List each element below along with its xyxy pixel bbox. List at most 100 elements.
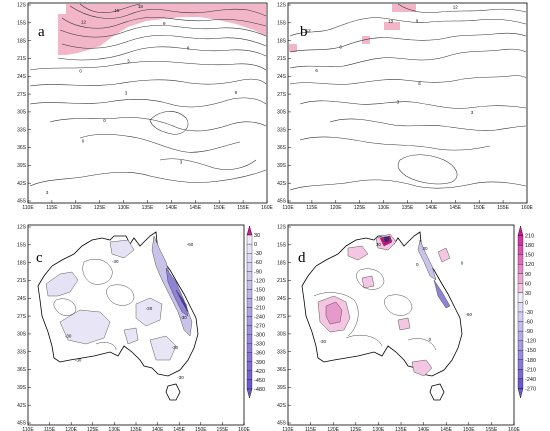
panel-a-xtick-label: 150E <box>213 205 225 211</box>
panel-c-ytick-label: 42S <box>17 403 27 409</box>
panel-a-xtick-label: 120E <box>70 205 82 211</box>
panel-c-colorbar-label: -30 <box>254 251 262 257</box>
panel-c-colorbar-swatch <box>246 352 253 362</box>
panel-c-xtick-label: 115E <box>44 427 56 431</box>
panel-c-contour-label: -30 <box>180 315 187 320</box>
panel-a-xtick-label: 145E <box>189 205 201 211</box>
panel-b-contour-label: 9 <box>416 18 419 23</box>
panel-a-contour-label: 3 <box>180 160 183 165</box>
panel-c-colorbar-cap <box>246 388 253 399</box>
panel-a-contour-label: 3 <box>127 58 130 63</box>
panel-a-contour-label: 15 <box>114 8 120 13</box>
panel-a-contour-label: 3 <box>46 190 49 195</box>
panel-c-colorbar-swatch <box>246 271 253 281</box>
panel-c-colorbar-swatch <box>246 379 253 390</box>
panel-c-ytick-label: 36S <box>17 367 27 373</box>
panel-c-colorbar-label: -270 <box>254 324 265 330</box>
panel-d-ytick-label: 24S <box>277 296 287 302</box>
panel-d-colorbar-swatch <box>517 350 524 360</box>
panel-b-ytick-label: 18S <box>277 38 287 44</box>
panel-d-label: d <box>298 250 306 266</box>
panel-a-contour-label: 12 <box>81 20 87 25</box>
panel-c-colorbar-swatch <box>246 325 253 335</box>
panel-d: 30 0 -30 0 -60 30 0 110E 115E 120E 125E 130E 135E 14… <box>277 224 536 431</box>
panel-d-colorbar-label: -270 <box>525 386 536 392</box>
panel-b-ticks: 110E 115E 120E 125E 130E 135E 140E 145E 150E 155E… <box>277 3 533 211</box>
panel-d-xtick-label: 130E <box>373 427 385 431</box>
panel-b-xtick-label: 125E <box>354 205 366 211</box>
panel-d-colorbar-label: 150 <box>525 253 534 259</box>
panel-a-xtick-label: 140E <box>166 205 178 211</box>
panel-c-ytick-label: 21S <box>17 278 27 284</box>
panel-d-xtick-label: 140E <box>418 427 430 431</box>
panel-b-xtick-label: 135E <box>402 205 414 211</box>
panel-d-colorbar-label: 210 <box>525 234 534 240</box>
panel-d-colorbar-swatch <box>517 244 524 255</box>
panel-d-tasmania <box>429 383 445 401</box>
panel-c-shading <box>45 235 193 361</box>
panel-c-colorbar-swatch <box>246 262 253 272</box>
panel-c-colorbar-swatch <box>246 243 253 254</box>
panel-c-contour-label: -30 <box>172 345 179 350</box>
panel-b-xtick-label: 120E <box>330 205 342 211</box>
panel-a-contour-label: 0 <box>82 138 85 143</box>
panel-d-ytick-label: 39S <box>277 385 287 391</box>
panel-b-xtick-label: 160E <box>521 205 533 211</box>
panel-b-contour-label: 6 <box>315 68 318 73</box>
panel-a-ytick-label: 21S <box>17 56 27 62</box>
panel-c-contour-label: -30 <box>146 306 153 311</box>
panel-d-colorbar-swatch <box>517 378 524 389</box>
panel-c-xtick-label: 160E <box>238 427 250 431</box>
panel-c-ytick-label: 12S <box>17 225 27 231</box>
panel-c-ytick-label: 39S <box>17 385 27 391</box>
panel-d-xtick-label: 110E <box>282 427 294 431</box>
panel-c-colorbar-swatch <box>246 334 253 344</box>
panel-d-colorbar-label: 30 <box>525 291 531 297</box>
panel-b-xtick-label: 145E <box>449 205 461 211</box>
panel-a-label: a <box>38 24 45 40</box>
panel-c-tasmania <box>165 383 181 401</box>
panel-c-contour-label: -30 <box>65 334 72 339</box>
panel-d-colorbar-label: 90 <box>525 272 531 278</box>
panel-d-colorbar-swatch <box>517 369 524 380</box>
panel-d-colorbar-label: -30 <box>525 310 533 316</box>
panel-d-ytick-label: 45S <box>277 421 287 427</box>
panel-d-colorbar-label: 0 <box>525 300 528 306</box>
panel-d-xtick-label: 150E <box>463 427 475 431</box>
panel-c-colorbar-label: 30 <box>254 233 260 239</box>
panel-d-colorbar-label: 120 <box>525 262 534 268</box>
panel-d-colorbar-label: 180 <box>525 243 534 249</box>
panel-c-colorbar-swatch <box>246 307 253 317</box>
panel-d-colorbar-swatch <box>517 311 524 322</box>
panel-b-ytick-label: 30S <box>277 110 287 116</box>
panel-c-colorbar-label: -120 <box>254 278 265 284</box>
panel-a-ytick-label: 39S <box>17 163 27 169</box>
panel-a-ytick-label: 18S <box>17 38 27 44</box>
panel-d-contour-label: -60 <box>466 312 473 317</box>
panel-a-ticks: 110E 115E 120E 125E 130E 135E 140E 145E 150E 155E… <box>17 3 273 211</box>
panel-d-colorbar-label: -60 <box>525 320 533 326</box>
panel-b-xtick-label: 140E <box>426 205 438 211</box>
panel-d-colorbar-label: -150 <box>525 348 536 354</box>
panel-c-contour-label: -30 <box>177 375 184 380</box>
panel-c-ytick-label: 24S <box>17 296 27 302</box>
panel-d-xtick-label: 120E <box>327 427 339 431</box>
panel-b-contour-label: 12 <box>453 4 459 9</box>
panel-c-colorbar-label: -330 <box>254 342 265 348</box>
panel-d-ytick-label: 27S <box>277 314 287 320</box>
panel-c-xtick-label: 155E <box>217 427 229 431</box>
panel-a-xtick-label: 110E <box>22 205 34 211</box>
panel-d-ytick-label: 18S <box>277 260 287 266</box>
panel-b-contour-label: 12 <box>388 19 394 24</box>
panel-d-colorbar-swatch <box>517 340 524 351</box>
panel-d-xtick-label: 135E <box>395 427 407 431</box>
panel-d-colorbar-swatch <box>517 264 524 274</box>
panel-c-colorbar-label: 0 <box>254 242 257 248</box>
panel-c-label: c <box>36 250 43 266</box>
panel-c-colorbar-label: -300 <box>254 333 265 339</box>
panel-c-ytick-label: 45S <box>17 421 27 427</box>
panel-b-ytick-label: 12S <box>277 3 287 9</box>
panel-a-contour-label: 0 <box>79 69 82 74</box>
panel-b-contours <box>289 3 527 191</box>
panel-b-frame <box>287 2 528 204</box>
